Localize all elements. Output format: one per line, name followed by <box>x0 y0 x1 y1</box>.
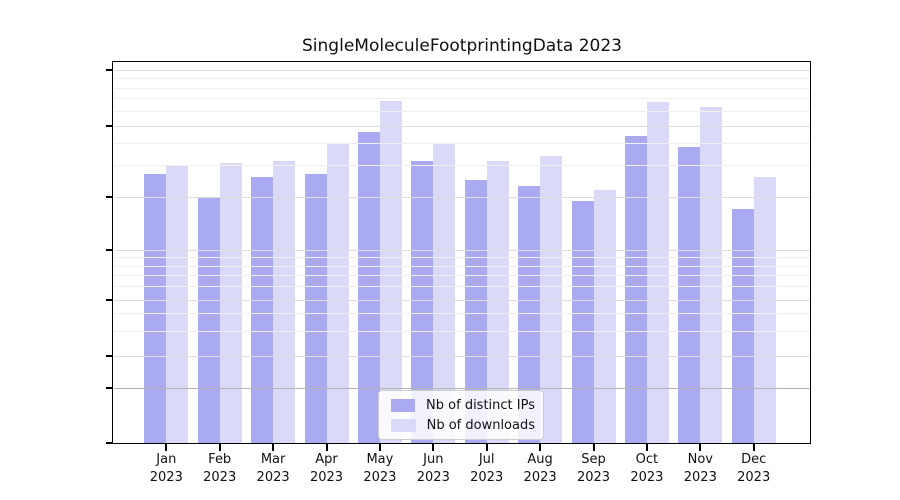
y-tick-0 <box>106 442 113 444</box>
gridline-minor-7 <box>114 275 810 277</box>
bar-distinct-ips-may <box>357 132 380 443</box>
bar-downloads-may <box>379 101 402 443</box>
bar-distinct-ips-feb <box>197 197 220 443</box>
x-tick-jul <box>485 444 488 451</box>
gridline-minor-4 <box>114 313 810 315</box>
x-tick-may <box>378 444 381 451</box>
bar-downloads-jan <box>166 165 189 443</box>
y-tick-10 <box>106 249 113 251</box>
gridline-minor-6 <box>114 286 810 288</box>
x-tick-label-jun: Jun 2023 <box>416 452 450 485</box>
y-tick-50 <box>106 125 113 127</box>
y-tick-5 <box>106 299 113 301</box>
legend-swatch-distinct-ips <box>391 398 416 412</box>
bar-distinct-ips-sep <box>571 200 594 443</box>
y-tick-1 <box>106 387 113 389</box>
gridline-minor-90 <box>114 78 810 79</box>
legend-label-downloads: Nb of downloads <box>426 417 535 433</box>
x-tick-label-jan: Jan 2023 <box>149 452 183 485</box>
x-tick-label-dec: Dec 2023 <box>737 452 771 485</box>
gridline-minor-8 <box>114 265 810 267</box>
gridline-minor-30 <box>114 165 810 167</box>
x-tick-nov <box>699 444 702 451</box>
x-tick-label-may: May 2023 <box>363 452 397 485</box>
bar-downloads-jul <box>486 160 509 443</box>
plot-area <box>112 61 811 444</box>
x-tick-label-mar: Mar 2023 <box>256 452 290 485</box>
gridline-minor-60 <box>114 110 810 112</box>
legend-swatch-downloads <box>391 418 416 432</box>
gridline-minor-80 <box>114 87 810 89</box>
gridline-major-50 <box>114 125 810 127</box>
bar-downloads-oct <box>646 102 669 443</box>
bar-downloads-feb <box>219 163 242 443</box>
x-tick-label-oct: Oct 2023 <box>630 452 664 485</box>
bar-distinct-ips-jan <box>144 173 167 443</box>
gridline-minor-3 <box>114 330 810 332</box>
gridline-minor-70 <box>114 98 810 100</box>
bar-distinct-ips-jul <box>464 179 487 443</box>
gridline-major-2 <box>114 355 810 357</box>
bar-downloads-aug <box>540 155 563 443</box>
gridline-major-100 <box>114 69 810 71</box>
bar-downloads-dec <box>753 176 776 443</box>
bar-distinct-ips-nov <box>678 147 701 443</box>
x-tick-label-feb: Feb 2023 <box>203 452 237 485</box>
bar-downloads-sep <box>593 189 616 443</box>
bar-downloads-mar <box>273 160 296 443</box>
y-tick-2 <box>106 355 113 357</box>
x-tick-apr <box>325 444 328 451</box>
x-tick-label-apr: Apr 2023 <box>309 452 344 485</box>
legend-entry-distinct-ips: Nb of distinct IPs <box>387 395 535 415</box>
x-tick-dec <box>752 444 755 451</box>
x-tick-oct <box>645 444 648 451</box>
bar-downloads-nov <box>700 107 723 443</box>
bar-distinct-ips-jun <box>411 160 434 443</box>
legend: Nb of distinct IPs Nb of downloads <box>378 390 544 440</box>
legend-entry-downloads: Nb of downloads <box>387 415 535 435</box>
legend-label-distinct-ips: Nb of distinct IPs <box>426 397 535 413</box>
x-tick-jan <box>165 444 168 451</box>
x-tick-jun <box>432 444 435 451</box>
x-tick-aug <box>539 444 542 451</box>
x-tick-label-aug: Aug 2023 <box>523 452 557 485</box>
gridline-major-10 <box>114 249 810 251</box>
gridline-major-20 <box>114 196 810 198</box>
x-tick-mar <box>272 444 275 451</box>
x-tick-label-nov: Nov 2023 <box>683 452 717 485</box>
y-tick-100 <box>106 69 113 71</box>
bar-downloads-apr <box>326 143 349 443</box>
gridline-major-5 <box>114 299 810 301</box>
chart-title: SingleMoleculeFootprintingData 2023 <box>302 36 622 56</box>
x-tick-sep <box>592 444 595 451</box>
x-tick-label-sep: Sep 2023 <box>576 452 611 485</box>
bar-distinct-ips-apr <box>304 173 327 443</box>
bar-distinct-ips-mar <box>251 176 274 443</box>
bar-distinct-ips-oct <box>624 135 647 443</box>
x-tick-label-jul: Jul 2023 <box>470 452 504 485</box>
y-tick-20 <box>106 196 113 198</box>
gridline-major-1 <box>114 387 810 389</box>
bar-distinct-ips-dec <box>731 209 754 443</box>
x-tick-feb <box>218 444 221 451</box>
gridline-minor-9 <box>114 257 810 259</box>
gridline-minor-40 <box>114 142 810 144</box>
bar-downloads-jun <box>433 143 456 443</box>
